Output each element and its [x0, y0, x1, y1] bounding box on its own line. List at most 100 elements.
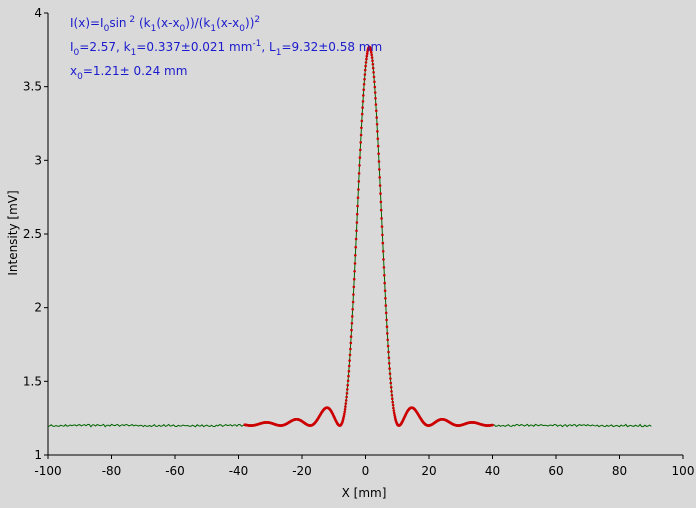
- fit-point: [373, 85, 377, 89]
- fit-point: [382, 258, 385, 261]
- fit-point: [352, 277, 356, 281]
- fit-point: [377, 160, 381, 163]
- x-tick-label: -20: [292, 464, 312, 478]
- fit-point: [352, 293, 355, 296]
- fit-point: [372, 75, 376, 79]
- y-tick-label: 1.5: [23, 374, 42, 388]
- fit-point: [382, 266, 386, 269]
- fit-point: [352, 285, 356, 289]
- fit-point: [385, 325, 389, 329]
- fit-point: [364, 61, 368, 64]
- fit-point: [362, 94, 365, 97]
- fit-point: [386, 338, 390, 342]
- fit-point: [350, 328, 353, 332]
- fit-point: [381, 233, 384, 237]
- fit-point: [385, 318, 388, 322]
- fit-point: [365, 52, 369, 55]
- fit-point: [381, 241, 385, 245]
- fit-point: [388, 367, 391, 370]
- fit-point: [390, 390, 393, 393]
- fit-point: [353, 270, 356, 273]
- fit-point: [344, 405, 347, 408]
- fit-point: [360, 126, 363, 130]
- fit-point: [361, 106, 364, 109]
- fit-point: [389, 377, 392, 380]
- fit-point: [376, 137, 380, 140]
- fit-point: [346, 383, 350, 387]
- measured-data-line: [47, 46, 652, 428]
- fit-point: [347, 364, 351, 368]
- fit-point: [348, 353, 352, 357]
- fit-point: [379, 192, 382, 195]
- fit-formula-annotation: I(x)=I0sin 2 (k1(x-x0))/(k1(x-x0))2: [70, 15, 260, 34]
- fit-point: [376, 130, 379, 133]
- fit-point: [354, 245, 358, 249]
- fit-point: [349, 335, 353, 338]
- fit-point: [357, 172, 361, 175]
- fit-point: [345, 395, 348, 399]
- series-layer: [47, 45, 652, 428]
- y-tick-label: 3.5: [23, 80, 42, 94]
- fit-point: [383, 289, 387, 293]
- fit-point: [375, 123, 379, 126]
- fit-point: [356, 196, 360, 199]
- fit-point: [391, 400, 395, 404]
- fit-point: [363, 68, 367, 72]
- x-tick-label: 0: [362, 464, 370, 478]
- fit-point: [360, 112, 364, 116]
- fit-point: [373, 91, 377, 94]
- y-tick-label: 1: [34, 448, 42, 462]
- fit-point: [346, 379, 350, 383]
- fit-point: [363, 78, 366, 81]
- fit-point: [370, 56, 374, 59]
- fit-point: [355, 212, 359, 216]
- x0-annotation: x0=1.21± 0.24 mm: [70, 64, 187, 82]
- fit-point: [359, 141, 363, 144]
- fit-point: [343, 412, 346, 416]
- fit-point: [384, 304, 388, 307]
- fit-point: [347, 369, 351, 373]
- fit-point: [380, 225, 384, 228]
- fit-point: [353, 262, 357, 265]
- fit-point: [359, 148, 362, 152]
- fit-point: [348, 359, 351, 362]
- y-tick-label: 4: [34, 6, 42, 20]
- fit-point: [363, 73, 367, 76]
- fit-point: [370, 53, 374, 57]
- fit-point: [378, 168, 381, 171]
- fit-point: [349, 341, 353, 345]
- fit-point: [386, 344, 390, 348]
- fit-point: [387, 350, 390, 354]
- fit-point: [387, 362, 391, 365]
- fit-point: [354, 254, 357, 257]
- fit-point: [391, 397, 394, 401]
- x-axis-title: X [mm]: [342, 486, 387, 500]
- fit-point: [358, 156, 362, 159]
- fit-point: [344, 399, 348, 402]
- y-tick-label: 2.5: [23, 227, 42, 241]
- x-tick-label: 100: [672, 464, 695, 478]
- fit-point: [371, 59, 374, 62]
- x-tick-label: -100: [34, 464, 61, 478]
- fit-point: [384, 297, 387, 300]
- x-tick-label: -60: [165, 464, 185, 478]
- fit-point: [362, 88, 366, 91]
- fit-point: [371, 66, 375, 70]
- fit-point: [343, 408, 347, 411]
- fit-point: [364, 64, 367, 68]
- fit-point: [354, 237, 358, 241]
- fit-point: [371, 62, 375, 66]
- fit-point: [356, 204, 359, 208]
- fit-point: [351, 315, 354, 318]
- fit-point: [349, 347, 352, 351]
- x-tick-label: -80: [102, 464, 122, 478]
- fit-point: [378, 176, 382, 179]
- fit-point: [357, 188, 360, 191]
- x-tick-label: 40: [485, 464, 500, 478]
- fit-point: [392, 409, 396, 412]
- fit-point: [365, 57, 368, 61]
- fit-point: [360, 119, 364, 123]
- fit-point: [350, 322, 354, 325]
